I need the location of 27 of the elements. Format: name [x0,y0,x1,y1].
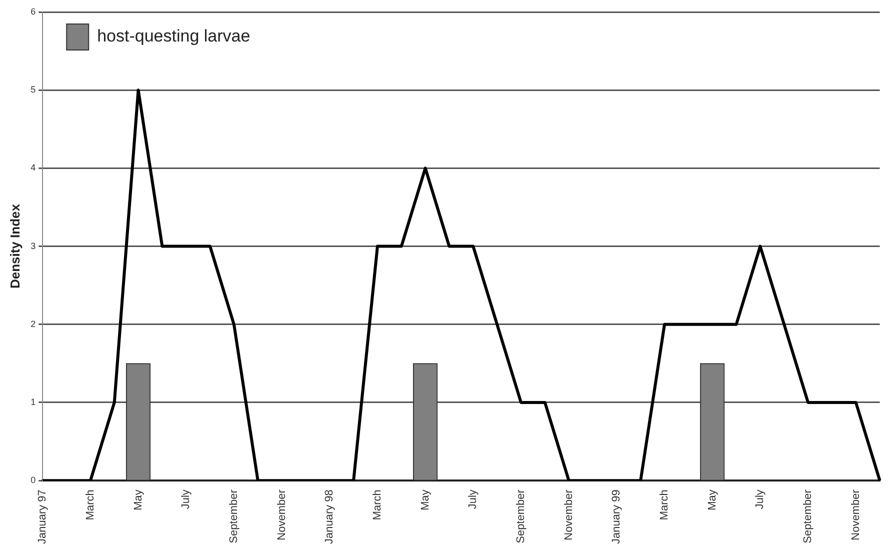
y-tick-label: 0 [30,475,36,486]
x-tick-label: January 99 [610,490,623,544]
x-tick-label: November [276,489,288,540]
y-axis-title: Density Index [7,203,22,289]
x-tick-label: May [706,489,718,510]
x-tick-label: March [372,490,384,520]
y-tick-label: 4 [30,162,36,173]
x-tick-label: March [84,490,96,520]
x-tick-label: September [228,489,240,544]
x-tick-label: May [419,489,432,510]
x-tick-label: September [802,489,814,544]
x-tick-label: September [515,489,528,544]
y-tick-label: 2 [30,318,36,329]
x-tick-label: March [658,490,671,520]
y-tick-label: 6 [30,6,36,16]
x-tick-label: May [132,489,144,510]
y-tick-label: 3 [30,240,36,251]
y-tick-label: 1 [30,396,36,407]
x-tick-label: November [562,489,575,540]
x-tick-label: November [850,489,862,540]
legend-label: host-questing larvae [97,26,250,46]
x-tick-label: July [180,489,192,510]
x-tick-label: January 98 [324,490,336,544]
y-tick-label: 5 [30,84,36,95]
x-tick-label: July [467,489,480,510]
x-tick-label: January 97 [36,490,49,544]
x-tick-label: July [754,489,766,510]
